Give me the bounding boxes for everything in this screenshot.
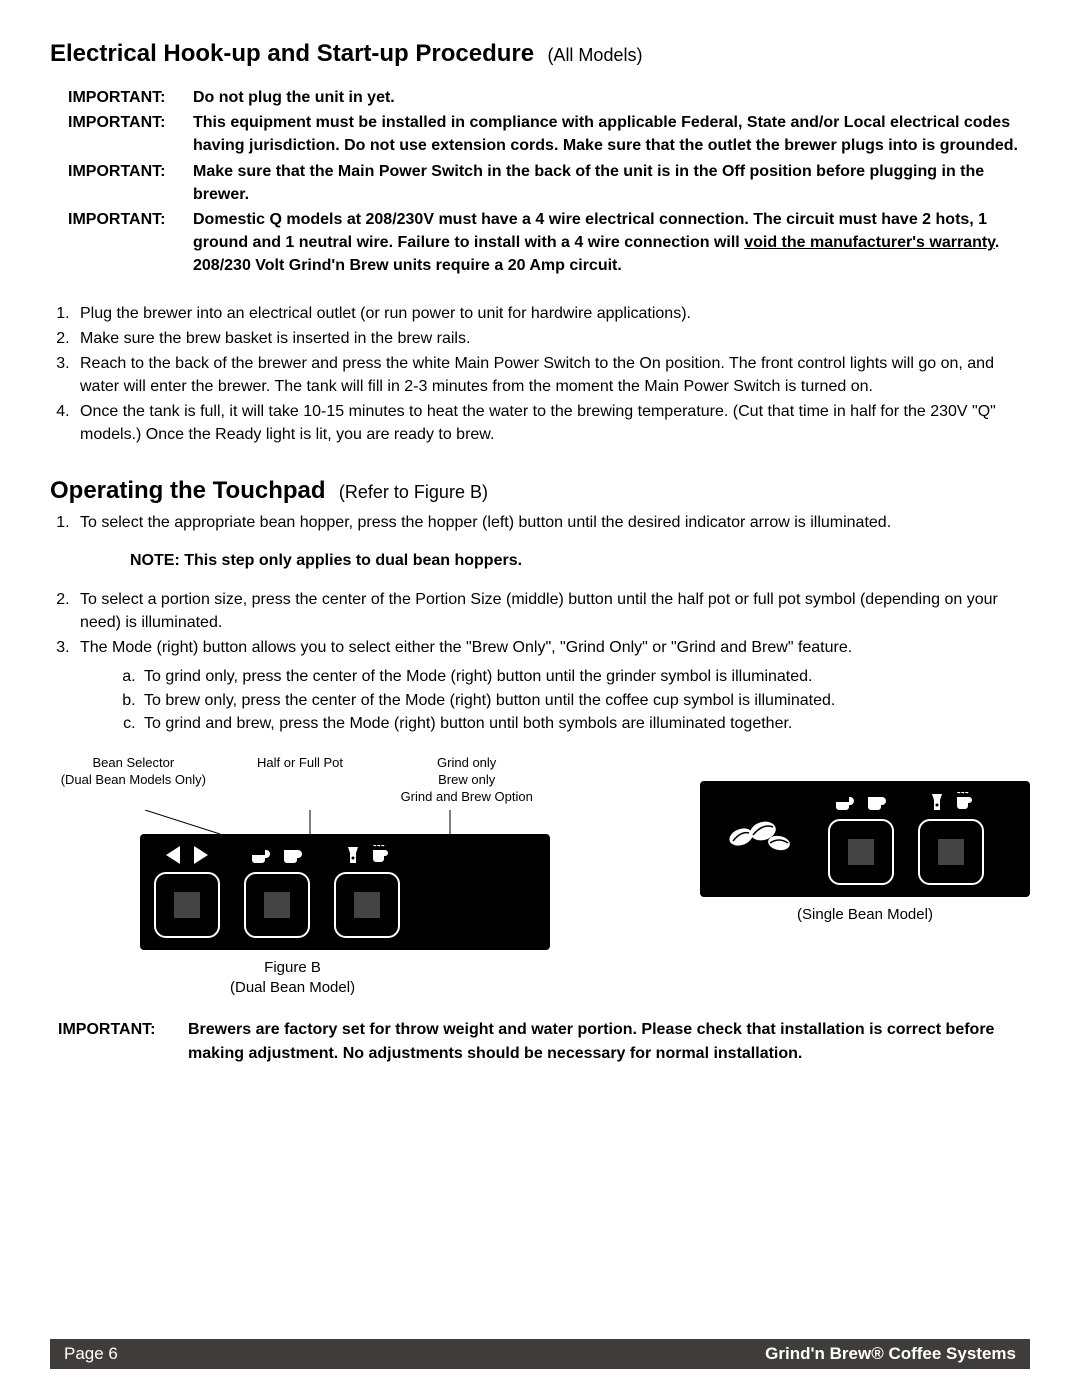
portion-icons-single	[834, 791, 888, 813]
op-step-1: To select the appropriate bean hopper, p…	[74, 511, 1030, 534]
important-row-3: IMPORTANT: Make sure that the Main Power…	[68, 160, 1030, 206]
operating-steps: To select the appropriate bean hopper, p…	[50, 511, 1030, 534]
half-pot-icon	[834, 793, 856, 811]
half-pot-icon	[250, 846, 272, 864]
portion-icons	[250, 844, 304, 866]
important-row-1: IMPORTANT: Do not plug the unit in yet.	[68, 86, 1030, 109]
step-3: Reach to the back of the brewer and pres…	[74, 352, 1030, 398]
portion-size-button[interactable]	[244, 872, 310, 938]
figure-callout-labels: Bean Selector (Dual Bean Models Only) Ha…	[50, 755, 550, 806]
step-4: Once the tank is full, it will take 10-1…	[74, 400, 1030, 446]
bean-arrows-icon	[166, 844, 208, 866]
caption-figure-b: Figure B	[264, 959, 321, 976]
op-note: NOTE: This step only applies to dual bea…	[130, 552, 1030, 570]
important-block: IMPORTANT: Do not plug the unit in yet. …	[68, 86, 1030, 278]
bean-selector-button[interactable]	[154, 872, 220, 938]
caption-dual-model: (Dual Bean Model)	[230, 979, 355, 996]
leader-svg	[50, 810, 550, 834]
operating-steps-cont: To select a portion size, press the cent…	[50, 588, 1030, 660]
op-step-3: The Mode (right) button allows you to se…	[74, 636, 1030, 659]
important-bottom-label: IMPORTANT:	[58, 1018, 188, 1066]
section2-title-text: Operating the Touchpad	[50, 477, 326, 504]
important-label: IMPORTANT:	[68, 160, 193, 206]
caption-single: (Single Bean Model)	[797, 905, 933, 925]
important-text-2: This equipment must be installed in comp…	[193, 111, 1030, 157]
cup-icon	[955, 792, 973, 812]
op-step3b: To brew only, press the center of the Mo…	[140, 689, 1030, 712]
important-label: IMPORTANT:	[68, 208, 193, 278]
op-step3a: To grind only, press the center of the M…	[140, 665, 1030, 688]
page: Electrical Hook-up and Start-up Procedur…	[0, 0, 1080, 1397]
grinder-icon	[345, 845, 361, 865]
grinder-icon	[929, 792, 945, 812]
touchpad-single-col-portion	[828, 791, 894, 885]
beans-image-icon	[714, 791, 804, 871]
step-2: Make sure the brew basket is inserted in…	[74, 327, 1030, 350]
label-bean-selector: Bean Selector (Dual Bean Models Only)	[50, 755, 217, 806]
full-pot-icon	[866, 793, 888, 811]
important-bottom-text: Brewers are factory set for throw weight…	[188, 1018, 1030, 1066]
label-half-full-pot: Half or Full Pot	[217, 755, 384, 806]
label-mode: Grind only Brew only Grind and Brew Opti…	[383, 755, 550, 806]
touchpad-single-col-mode	[918, 791, 984, 885]
section2-title: Operating the Touchpad (Refer to Figure …	[50, 477, 1030, 505]
important-bottom: IMPORTANT: Brewers are factory set for t…	[58, 1018, 1030, 1066]
portion-size-button-single[interactable]	[828, 819, 894, 885]
page-footer: Page 6 Grind'n Brew® Coffee Systems	[50, 1339, 1030, 1369]
touchpad-col-bean	[154, 844, 220, 938]
touchpad-col-mode	[334, 844, 400, 938]
important-text-1: Do not plug the unit in yet.	[193, 86, 1030, 109]
figure-area: Bean Selector (Dual Bean Models Only) Ha…	[50, 755, 1030, 998]
touchpad-dual	[140, 834, 550, 950]
important-label: IMPORTANT:	[68, 111, 193, 157]
footer-page-number: Page 6	[64, 1344, 118, 1364]
section1-subtitle: (All Models)	[547, 45, 642, 65]
op-step3c: To grind and brew, press the Mode (right…	[140, 712, 1030, 735]
mode-button-single[interactable]	[918, 819, 984, 885]
section1-title: Electrical Hook-up and Start-up Procedur…	[50, 40, 1030, 68]
figure-single-column: (Single Bean Model)	[700, 755, 1030, 998]
important-label: IMPORTANT:	[68, 86, 193, 109]
section2-subtitle: (Refer to Figure B)	[339, 482, 488, 502]
startup-steps: Plug the brewer into an electrical outle…	[50, 302, 1030, 447]
important-row-4: IMPORTANT: Domestic Q models at 208/230V…	[68, 208, 1030, 278]
mode-button[interactable]	[334, 872, 400, 938]
figure-dual-column: Bean Selector (Dual Bean Models Only) Ha…	[50, 755, 550, 998]
footer-product-name: Grind'n Brew® Coffee Systems	[765, 1344, 1016, 1364]
touchpad-single	[700, 781, 1030, 897]
cup-icon	[371, 845, 389, 865]
op-step3-substeps: To grind only, press the center of the M…	[50, 665, 1030, 735]
important-text-4: Domestic Q models at 208/230V must have …	[193, 208, 1030, 278]
important-text-3: Make sure that the Main Power Switch in …	[193, 160, 1030, 206]
full-pot-icon	[282, 846, 304, 864]
op-step-2: To select a portion size, press the cent…	[74, 588, 1030, 634]
touchpad-col-portion	[244, 844, 310, 938]
important-row-2: IMPORTANT: This equipment must be instal…	[68, 111, 1030, 157]
leader-lines	[50, 810, 550, 834]
important4-void: void the manufacturer's warranty	[744, 234, 995, 251]
mode-icons	[345, 844, 389, 866]
step-1: Plug the brewer into an electrical outle…	[74, 302, 1030, 325]
caption-dual: Figure B (Dual Bean Model)	[230, 958, 355, 999]
mode-icons-single	[929, 791, 973, 813]
section1-title-text: Electrical Hook-up and Start-up Procedur…	[50, 40, 534, 67]
